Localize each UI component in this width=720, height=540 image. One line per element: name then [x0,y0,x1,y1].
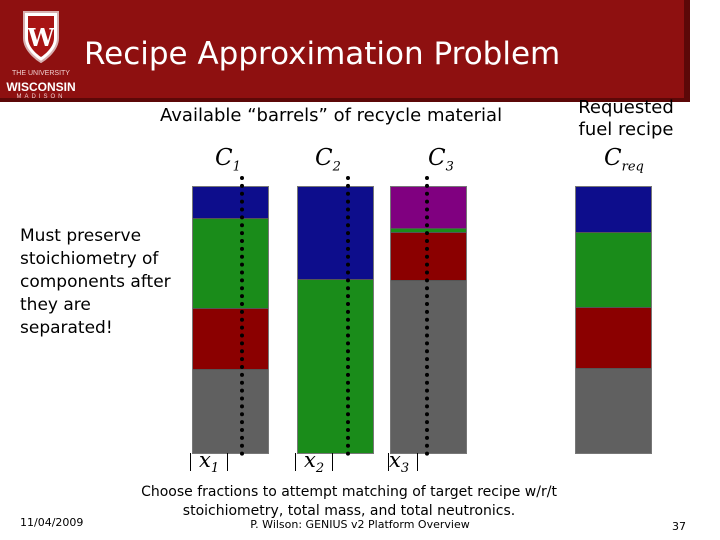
barrel-segment [576,367,651,453]
barrel-c1 [192,186,269,454]
barrel-segment [298,187,373,279]
barrel-segment [576,306,651,369]
barrel-label-c2: C2 [315,145,341,175]
slide-date: 11/04/2009 [20,516,84,529]
crest-icon: W [23,11,59,64]
uw-logo: W THE UNIVERSITY WISCONSIN MADISON [2,8,80,100]
barrel-creq [575,186,652,454]
page-number: 37 [672,520,686,533]
slide-footer: P. Wilson: GENIUS v2 Platform Overview [250,518,470,531]
logo-line3: MADISON [16,94,66,100]
barrel-label-c1: C1 [215,145,241,175]
barrel-segment [193,308,268,371]
subtitle: Available “barrels” of recycle material [160,105,503,126]
fraction-label-x2: x2 [287,448,341,476]
requested-label: Requested fuel recipe [578,97,674,140]
logo-line2: WISCONSIN [6,80,76,94]
fraction-label-x1: x1 [182,448,236,476]
barrel-segment [193,187,268,218]
barrel-c2 [297,186,374,454]
barrel-label-creq: Creq [604,145,644,175]
title-banner: W THE UNIVERSITY WISCONSIN MADISON Recip… [0,0,690,102]
barrel-segment [193,369,268,453]
fraction-line-x1 [240,176,244,456]
barrel-segment [576,232,651,308]
barrel-label-c3: C3 [428,145,454,175]
fraction-line-x2 [346,176,350,456]
logo-line1: THE UNIVERSITY [12,70,70,77]
barrel-segment [298,278,373,453]
svg-text:W: W [27,23,56,52]
side-note: Must preserve stoichiometry of component… [20,226,171,338]
bottom-note: Choose fractions to attempt matching of … [141,484,557,519]
fraction-line-x3 [425,176,429,456]
slide-title: Recipe Approximation Problem [84,36,561,72]
fraction-label-x3: x3 [380,448,426,476]
barrel-segment [193,217,268,310]
barrel-segment [576,187,651,233]
